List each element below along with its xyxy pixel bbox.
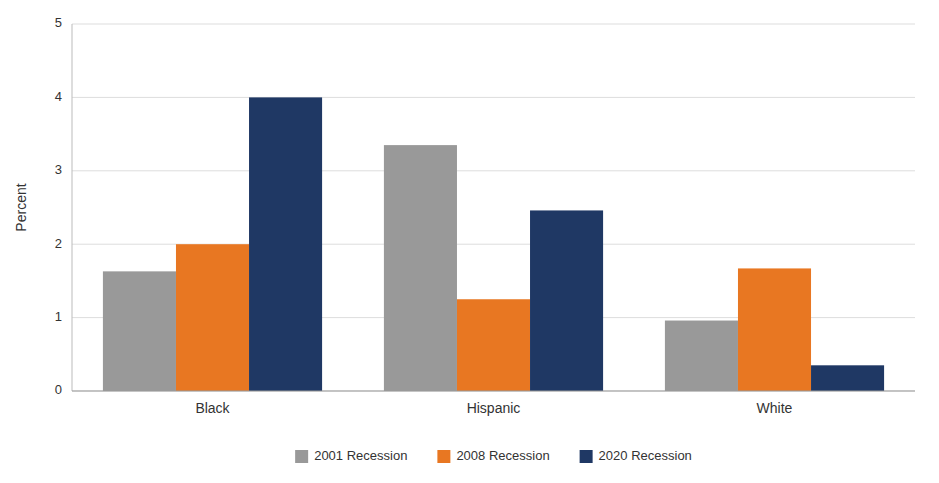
x-tick-label: Hispanic	[467, 400, 521, 416]
bar	[176, 244, 249, 391]
grid-line	[72, 24, 915, 25]
y-axis-label: Percent	[13, 183, 29, 231]
bar	[457, 299, 530, 391]
bars	[103, 97, 884, 391]
bar	[249, 97, 322, 391]
legend-swatch	[580, 450, 593, 463]
bar	[384, 145, 457, 391]
x-axis-line	[72, 391, 915, 392]
grid-line	[72, 170, 915, 171]
legend-label: 2020 Recession	[599, 448, 692, 463]
legend-label: 2001 Recession	[314, 448, 407, 463]
legend-item: 2020 Recession	[580, 448, 692, 463]
legend-swatch	[437, 450, 450, 463]
grid-line	[72, 97, 915, 98]
y-tick-label: 3	[55, 162, 62, 177]
bar	[530, 210, 603, 391]
bar	[738, 268, 811, 391]
y-tick-label: 5	[55, 15, 62, 30]
legend-swatch	[295, 450, 308, 463]
y-axis-line	[72, 24, 73, 391]
bar	[103, 271, 176, 391]
chart: 0 1 2 3 4 5 Percent Black Hispanic White 2001 Rece…	[0, 0, 939, 483]
y-tick-label: 2	[55, 236, 62, 251]
y-tick-label: 1	[55, 309, 62, 324]
grid	[72, 24, 915, 391]
y-tick-label: 4	[55, 89, 62, 104]
y-tick-label: 0	[55, 382, 62, 397]
x-tick-label: Black	[195, 400, 230, 416]
legend: 2001 Recession 2008 Recession 2020 Recessi…	[295, 448, 692, 463]
grid-line	[72, 391, 915, 392]
bar	[665, 321, 738, 391]
legend-label: 2008 Recession	[456, 448, 549, 463]
legend-item: 2001 Recession	[295, 448, 407, 463]
x-tick-label: White	[757, 400, 793, 416]
bar	[811, 365, 884, 391]
legend-item: 2008 Recession	[437, 448, 549, 463]
